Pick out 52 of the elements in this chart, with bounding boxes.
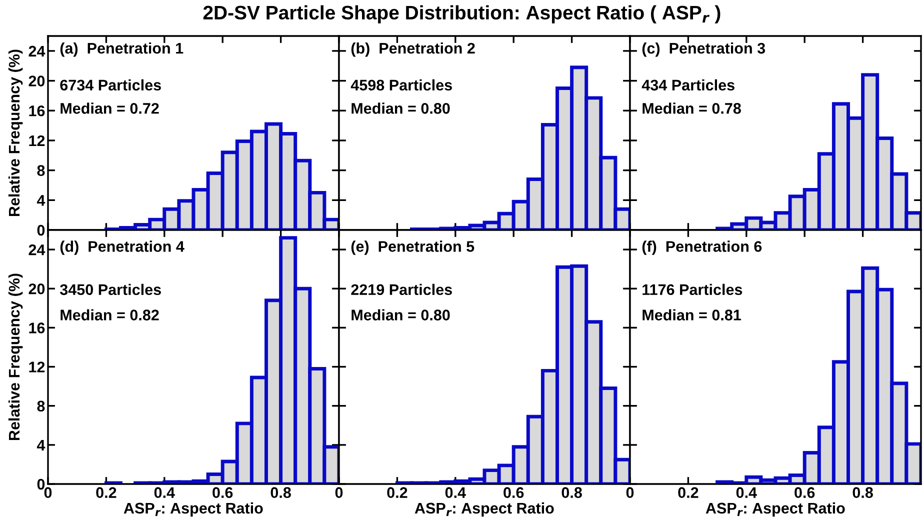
y-tick-label: 24 <box>28 46 46 56</box>
y-tick-label: 20 <box>28 283 45 294</box>
x-tick-label: 0.4 <box>154 487 175 498</box>
x-tick-label: 0.2 <box>387 487 408 498</box>
annotation: 6734 Particles <box>60 79 161 91</box>
y-tick-label: 16 <box>29 322 45 334</box>
annotation: (e) Penetration 5 <box>351 240 474 255</box>
y-tick-label: 8 <box>37 400 45 412</box>
annotation: 2219 Particles <box>351 284 452 296</box>
y-tick-label: 0 <box>37 224 45 236</box>
y-tick-label: 4 <box>36 195 46 206</box>
annotation: (b) Penetration 2 <box>351 42 475 57</box>
annotation: Median = 0.81 <box>642 309 741 320</box>
y-tick-label: 12 <box>29 135 45 146</box>
x-axis-title: ASP$_{r}$: Aspect Ratio <box>124 502 263 517</box>
x-tick-label: 0.8 <box>562 487 582 498</box>
x-axis-title: ASP$_{r}$: Aspect Ratio <box>706 502 845 517</box>
annotation: 4598 Particles <box>350 79 452 91</box>
y-tick-label: 24 <box>28 244 46 256</box>
y-axis-title: Relative Frequency (%) <box>8 274 23 440</box>
annotation: Median = 0.78 <box>642 102 741 114</box>
x-tick-label: 0.6 <box>794 487 815 498</box>
annotation: 1176 Particles <box>642 284 742 296</box>
x-tick-label: 0.4 <box>445 487 466 498</box>
annotation: Median = 0.80 <box>352 102 450 114</box>
x-tick-label: 0.8 <box>852 487 873 498</box>
x-tick-label: 0 <box>335 487 343 498</box>
x-tick-label: 0.4 <box>736 487 757 498</box>
annotation: (f) Penetration 6 <box>642 240 762 255</box>
x-tick-label: 0.2 <box>678 487 698 498</box>
annotation: (d) Penetration 4 <box>60 240 184 255</box>
x-tick-label: 0.8 <box>270 487 291 498</box>
y-tick-label: 8 <box>37 165 45 176</box>
y-tick-label: 12 <box>29 362 45 372</box>
text: 2D-SV Particle Shape Distribution: Aspect Ratio ( ASP$_{r}$ ) <box>203 5 720 24</box>
x-axis-title: ASP$_{r}$: Aspect Ratio <box>414 502 554 517</box>
annotation: 434 Particles <box>642 79 734 91</box>
annotation: Median = 0.82 <box>60 309 159 320</box>
annotation: Median = 0.72 <box>60 102 159 114</box>
annotation: Median = 0.80 <box>352 309 450 320</box>
x-tick-label: 0.6 <box>504 487 524 498</box>
x-tick-label: 0 <box>626 487 634 498</box>
annotation: 3450 Particles <box>60 284 161 296</box>
y-axis-title: Relative Frequency (%) <box>8 50 23 216</box>
y-tick-label: 0 <box>37 478 45 490</box>
y-tick-label: 20 <box>28 76 45 86</box>
annotation: (a) Penetration 1 <box>60 42 184 57</box>
annotation: (c) Penetration 3 <box>642 42 766 57</box>
x-tick-label: 0.2 <box>96 487 116 498</box>
y-tick-label: 4 <box>36 440 46 450</box>
y-tick-label: 16 <box>29 105 45 116</box>
x-tick-label: 0.6 <box>212 487 233 498</box>
